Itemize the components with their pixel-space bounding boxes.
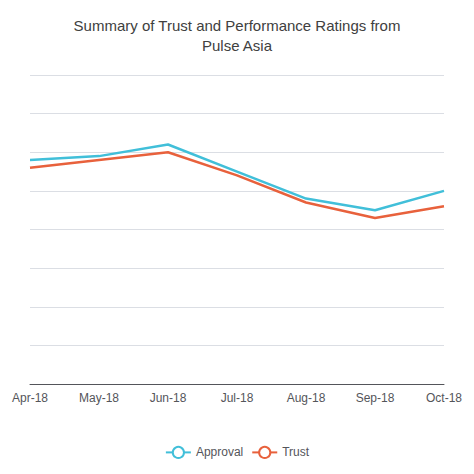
svg-text:Approval: Approval: [196, 445, 243, 459]
svg-text:Summary of Trust and Performan: Summary of Trust and Performance Ratings…: [74, 17, 401, 34]
svg-text:May-18: May-18: [79, 391, 119, 405]
svg-text:Sep-18: Sep-18: [356, 391, 395, 405]
svg-text:Apr-18: Apr-18: [12, 391, 48, 405]
svg-text:Jun-18: Jun-18: [150, 391, 187, 405]
svg-text:Pulse Asia: Pulse Asia: [202, 37, 273, 54]
svg-text:Aug-18: Aug-18: [287, 391, 326, 405]
svg-text:Oct-18: Oct-18: [426, 391, 462, 405]
svg-text:Jul-18: Jul-18: [221, 391, 254, 405]
svg-text:Trust: Trust: [282, 445, 310, 459]
